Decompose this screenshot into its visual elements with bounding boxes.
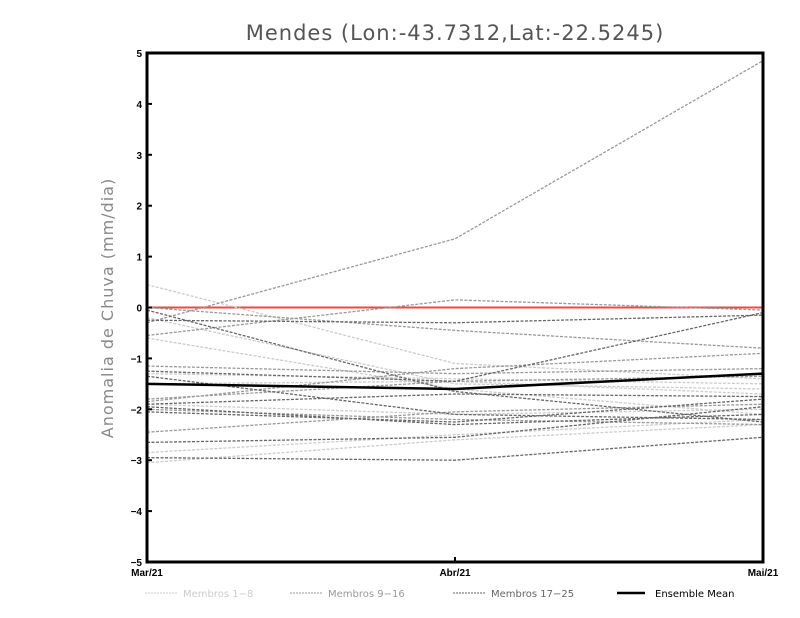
member-line-g3-9 — [146, 406, 764, 426]
member-line-g1-8 — [146, 337, 764, 416]
legend-label: Membros 17−25 — [491, 589, 574, 600]
y-tick-label: 0 — [136, 304, 142, 315]
legend-label: Ensemble Mean — [655, 589, 734, 600]
y-tick-label: −5 — [131, 558, 143, 569]
ensemble-mean-line — [146, 372, 764, 391]
member-line-g3-3 — [146, 311, 764, 382]
x-tick-label: Mai/21 — [748, 568, 779, 579]
member-line-g2-4 — [146, 365, 764, 375]
member-line-g2-1 — [146, 60, 764, 324]
member-line-g1-4 — [146, 418, 764, 454]
y-tick-label: −4 — [131, 507, 143, 518]
legend-item: Ensemble Mean — [617, 589, 734, 600]
y-tick-label: −1 — [131, 354, 143, 365]
member-line-g1-5 — [146, 423, 764, 464]
legend-item: Membros 17−25 — [453, 589, 574, 600]
member-line-g1-1 — [146, 283, 764, 380]
legend-item: Membros 9−16 — [290, 589, 405, 600]
member-line-g1-2 — [146, 317, 764, 390]
member-line-g2-8 — [146, 352, 764, 403]
y-tick-label: 3 — [136, 151, 142, 162]
member-line-g3-7 — [146, 436, 764, 461]
y-axis-label: Anomalia de Chuva (mm/dia) — [98, 178, 117, 438]
y-tick-label: 5 — [136, 49, 142, 60]
member-line-g2-7 — [146, 403, 764, 433]
member-line-g3-6 — [146, 406, 764, 444]
x-tick-label: Abr/21 — [439, 568, 471, 579]
member-line-g2-3 — [146, 306, 764, 349]
x-tick-label: Mar/21 — [131, 568, 163, 579]
member-line-g3-5 — [146, 398, 764, 423]
chart-title: Mendes (Lon:-43.7312,Lat:-22.5245) — [246, 21, 665, 45]
member-line-g1-3 — [146, 373, 764, 385]
member-line-g3-1 — [146, 309, 764, 423]
legend-label: Membros 1−8 — [183, 589, 253, 600]
y-tick-label: 1 — [136, 253, 142, 264]
member-line-g1-7 — [146, 403, 764, 416]
y-tick-label: −2 — [131, 405, 143, 416]
y-tick-label: 2 — [136, 202, 142, 213]
legend-label: Membros 9−16 — [328, 589, 405, 600]
y-tick-label: −3 — [131, 456, 143, 467]
member-line-g2-2 — [146, 299, 764, 337]
member-line-g3-8 — [146, 393, 764, 405]
member-line-g3-2 — [146, 314, 764, 324]
legend-item: Membros 1−8 — [145, 589, 253, 600]
y-tick-label: 4 — [136, 100, 142, 111]
member-line-g2-6 — [146, 408, 764, 426]
